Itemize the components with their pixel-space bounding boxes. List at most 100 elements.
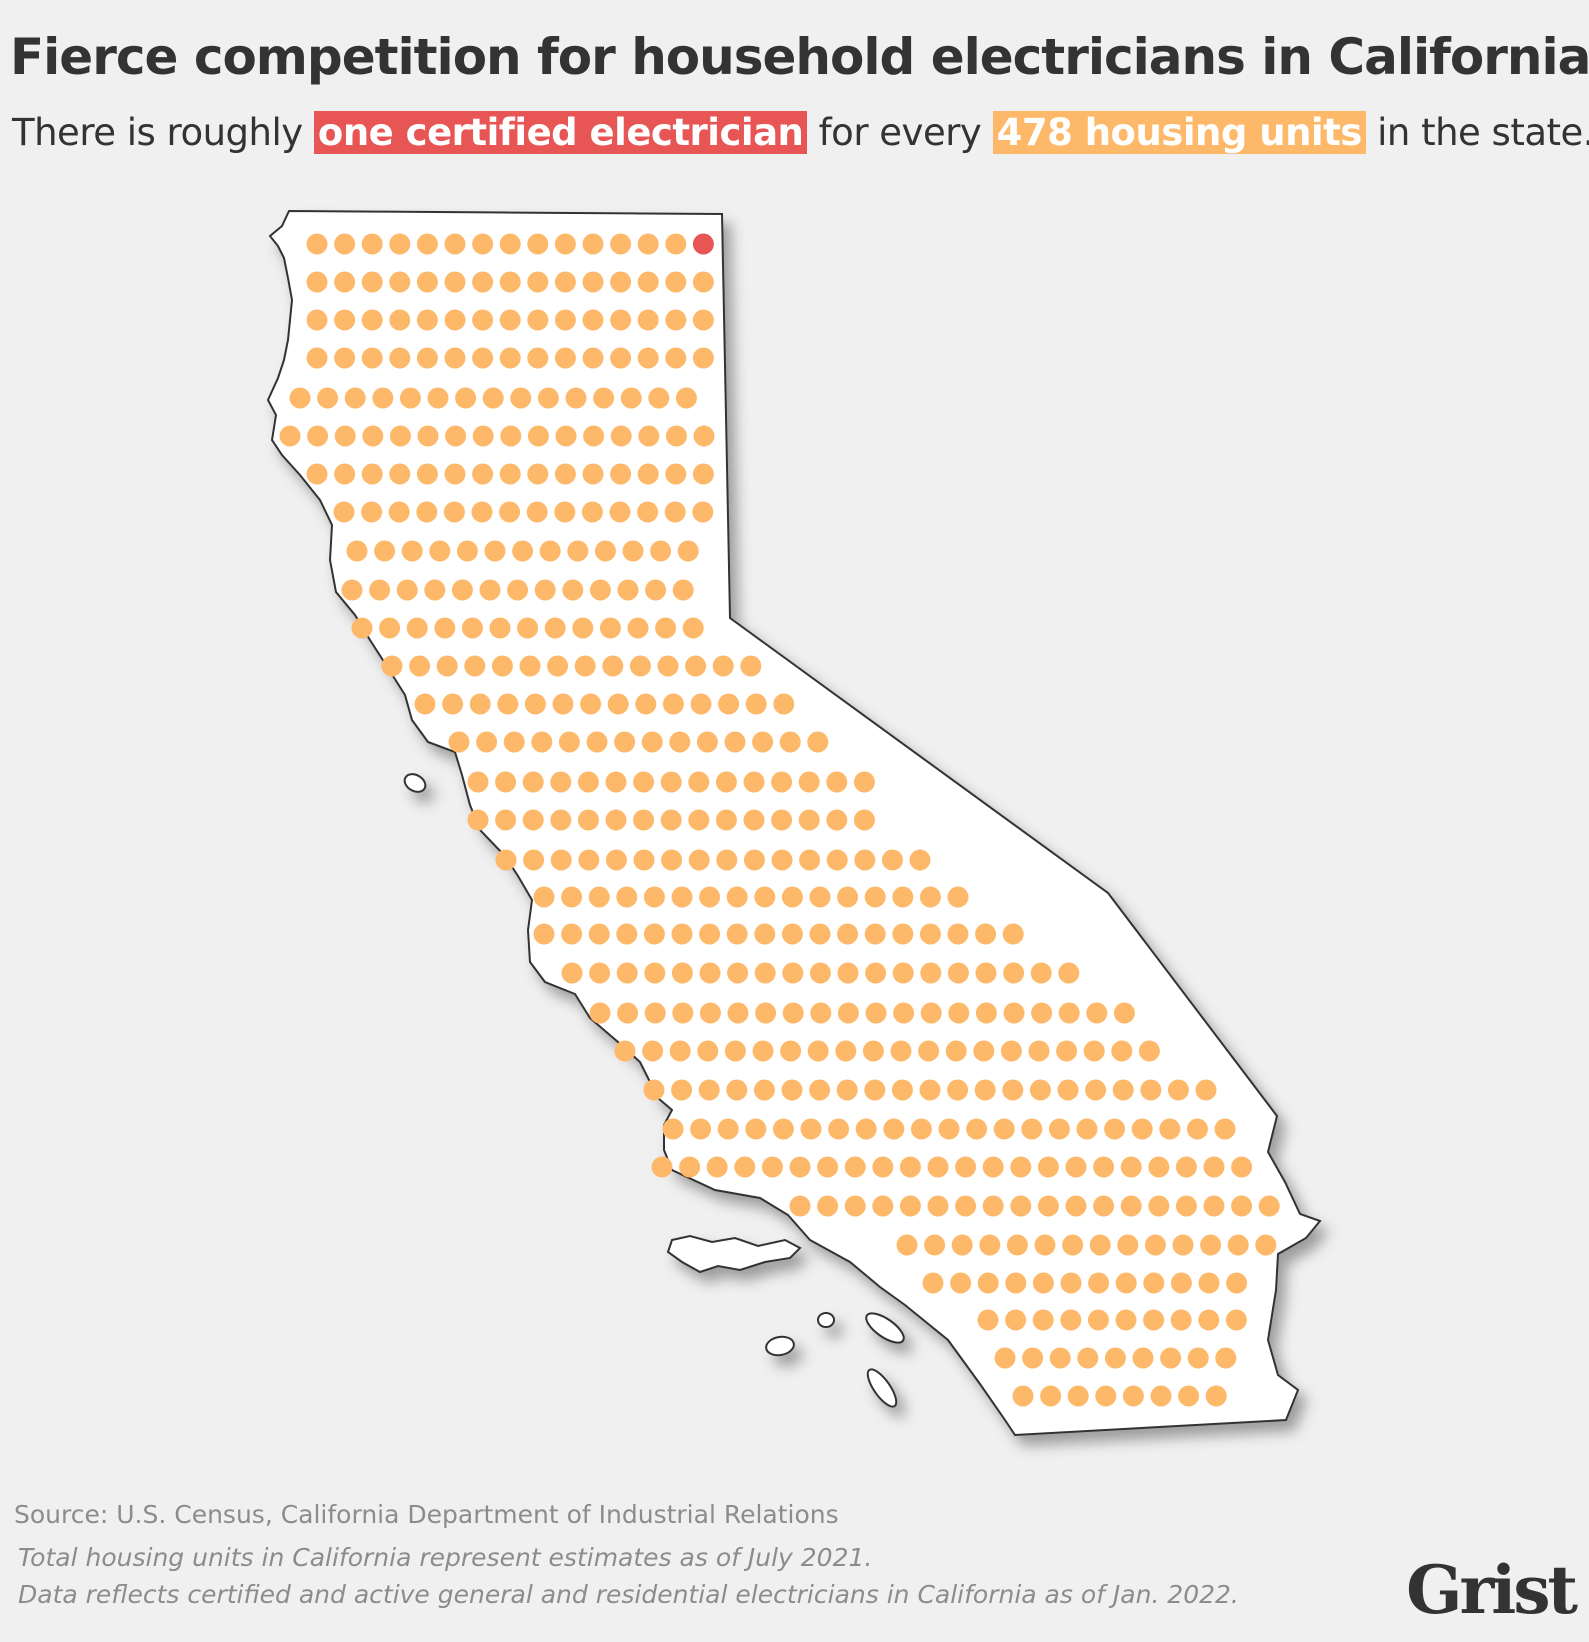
housing-unit-dot <box>799 849 821 871</box>
housing-unit-dot <box>690 693 712 715</box>
housing-unit-dot <box>537 387 559 409</box>
housing-unit-dot <box>692 309 714 331</box>
housing-unit-dot <box>927 1195 949 1217</box>
housing-unit-dot <box>554 233 576 255</box>
housing-unit-dot <box>527 309 549 331</box>
housing-unit-dot <box>374 540 396 562</box>
housing-unit-dot <box>361 271 383 293</box>
housing-unit-dot <box>726 1079 748 1101</box>
housing-unit-dot <box>1214 1118 1236 1140</box>
housing-unit-dot <box>610 347 632 369</box>
housing-unit-dot <box>693 425 715 447</box>
housing-unit-dot <box>637 309 659 331</box>
housing-unit-dot <box>517 617 539 639</box>
housing-unit-dot <box>782 962 804 984</box>
housing-unit-dot <box>890 1040 912 1062</box>
housing-unit-dot <box>1040 1385 1062 1407</box>
housing-unit-dot <box>472 425 494 447</box>
housing-unit-dot <box>975 923 997 945</box>
housing-unit-dot <box>1034 1234 1056 1256</box>
housing-unit-dot <box>389 463 411 485</box>
housing-unit-dot <box>533 923 555 945</box>
housing-unit-dot <box>1003 1002 1025 1024</box>
housing-unit-dot <box>1060 1272 1082 1294</box>
housing-unit-dot <box>1198 1272 1220 1294</box>
housing-unit-dot <box>444 309 466 331</box>
housing-unit-dot <box>341 579 363 601</box>
housing-unit-dot <box>1140 1079 1162 1101</box>
housing-unit-dot <box>920 1002 942 1024</box>
housing-unit-dot <box>743 809 765 831</box>
housing-unit-dot <box>444 347 466 369</box>
housing-unit-dot <box>727 962 749 984</box>
housing-unit-dot <box>919 1079 941 1101</box>
housing-unit-dot <box>593 387 615 409</box>
housing-unit-dot <box>1122 1385 1144 1407</box>
housing-unit-dot <box>484 540 506 562</box>
housing-unit-dot <box>577 771 599 793</box>
housing-unit-dot <box>1150 1385 1172 1407</box>
housing-unit-dot <box>1037 1156 1059 1178</box>
housing-units-note: Total housing units in California repres… <box>18 1543 873 1572</box>
housing-unit-dot <box>424 579 446 601</box>
housing-unit-dot <box>947 886 969 908</box>
housing-unit-dot <box>469 693 491 715</box>
housing-unit-dot <box>582 271 604 293</box>
housing-unit-dot <box>401 540 423 562</box>
housing-unit-dot <box>334 425 356 447</box>
housing-unit-dot <box>472 271 494 293</box>
housing-unit-dot <box>607 693 629 715</box>
housing-unit-dot <box>522 771 544 793</box>
housing-unit-dot <box>665 271 687 293</box>
housing-unit-dot <box>589 962 611 984</box>
housing-unit-dot <box>699 923 721 945</box>
housing-unit-dot <box>1120 1156 1142 1178</box>
housing-unit-dot <box>610 271 632 293</box>
housing-unit-dot <box>836 1079 858 1101</box>
housing-unit-dot <box>779 731 801 753</box>
housing-unit-dot <box>482 387 504 409</box>
housing-unit-dot <box>633 849 655 871</box>
housing-unit-dot <box>620 387 642 409</box>
housing-unit-dot <box>1058 1002 1080 1024</box>
housing-unit-dot <box>1021 1118 1043 1140</box>
housing-unit-dot <box>629 655 651 677</box>
housing-unit-dot <box>1175 1195 1197 1217</box>
island-santa-catalina <box>865 1312 905 1344</box>
housing-unit-dot <box>372 387 394 409</box>
dot-map-svg <box>266 209 1322 1437</box>
housing-unit-dot <box>499 347 521 369</box>
housing-unit-dot <box>472 463 494 485</box>
housing-unit-dot <box>444 271 466 293</box>
housing-unit-dot <box>1060 1309 1082 1331</box>
housing-unit-dot <box>558 731 580 753</box>
housing-unit-dot <box>416 271 438 293</box>
housing-unit-dot <box>679 1156 701 1178</box>
housing-unit-dot <box>920 962 942 984</box>
housing-unit-dot <box>977 1272 999 1294</box>
housing-unit-dot <box>582 309 604 331</box>
housing-unit-dot <box>567 540 589 562</box>
housing-unit-dot <box>577 809 599 831</box>
housing-unit-dot <box>436 655 458 677</box>
housing-unit-dot <box>580 693 602 715</box>
housing-unit-dot <box>637 233 659 255</box>
housing-unit-dot <box>1089 1234 1111 1256</box>
housing-unit-dot <box>637 347 659 369</box>
housing-unit-dot <box>1203 1156 1225 1178</box>
housing-unit-dot <box>1037 1195 1059 1217</box>
housing-unit-dot <box>718 693 740 715</box>
housing-unit-dot <box>1227 1234 1249 1256</box>
island-san-nicolas <box>765 1335 795 1357</box>
housing-unit-dot <box>1030 962 1052 984</box>
housing-unit-dot <box>499 271 521 293</box>
housing-unit-dot <box>1086 1002 1108 1024</box>
housing-unit-dot <box>715 771 737 793</box>
housing-unit-dot <box>669 1040 691 1062</box>
housing-unit-dot <box>522 809 544 831</box>
housing-unit-dot <box>461 617 483 639</box>
housing-unit-dot <box>665 463 687 485</box>
housing-unit-dot <box>837 1002 859 1024</box>
housing-unit-dot <box>1032 1309 1054 1331</box>
housing-unit-dot <box>675 387 697 409</box>
